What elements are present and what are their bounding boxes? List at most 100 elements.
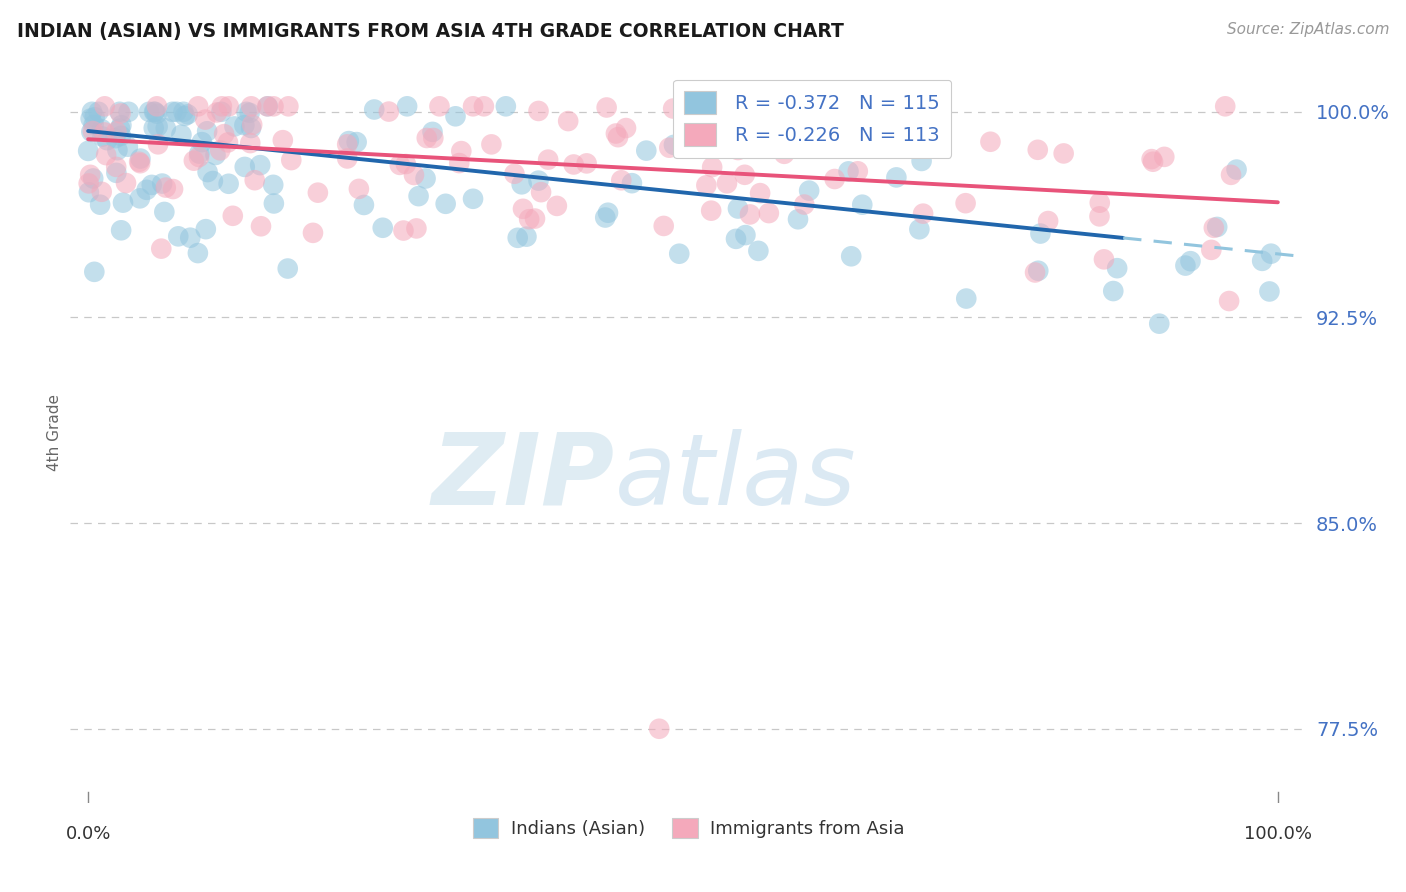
Point (662, 102, 685, 116)
Point (727, 202, 749, 216)
Point (107, 143, 129, 157)
Point (1251, 253, 1274, 268)
Point (422, 125, 444, 139)
Point (82, 124, 104, 138)
Point (141, 178, 163, 192)
Text: 100.0%: 100.0% (1244, 825, 1312, 843)
Point (472, 99, 495, 113)
Point (224, 120, 246, 134)
Point (461, 99, 484, 113)
Point (205, 105, 228, 120)
Point (80, 104, 103, 119)
Point (450, 144, 472, 158)
Point (846, 164, 869, 178)
Point (610, 173, 633, 187)
Point (209, 144, 232, 158)
Point (110, 118, 132, 132)
Point (481, 137, 503, 152)
Point (530, 185, 553, 199)
Y-axis label: 4th Grade: 4th Grade (46, 394, 62, 471)
Point (177, 107, 200, 121)
Point (495, 99, 517, 113)
Point (371, 220, 394, 235)
Point (524, 211, 547, 226)
Point (146, 99, 169, 113)
Point (716, 177, 738, 191)
Point (172, 104, 194, 119)
Point (595, 101, 617, 115)
Point (271, 133, 294, 147)
Point (135, 183, 157, 197)
Point (1142, 154, 1164, 169)
Point (146, 137, 169, 152)
Point (758, 206, 780, 220)
Point (117, 139, 139, 153)
Point (105, 125, 128, 139)
Point (910, 153, 932, 168)
Point (104, 131, 127, 145)
Point (749, 186, 772, 201)
Point (839, 249, 862, 263)
Point (201, 174, 224, 188)
Point (415, 171, 437, 186)
Point (851, 197, 873, 211)
Point (87, 104, 110, 119)
Point (173, 109, 195, 123)
Point (434, 196, 457, 211)
Point (117, 104, 139, 119)
Point (194, 112, 217, 127)
Point (388, 158, 411, 172)
Point (1220, 168, 1243, 182)
Point (396, 99, 419, 113)
Point (89, 197, 111, 211)
Point (250, 219, 273, 234)
Point (444, 109, 467, 123)
Point (593, 211, 616, 225)
Point (115, 176, 138, 190)
Point (93, 126, 115, 140)
Point (233, 118, 256, 132)
Point (96, 148, 118, 162)
Point (652, 219, 675, 233)
Point (700, 203, 723, 218)
Point (262, 178, 284, 192)
Point (1024, 265, 1046, 279)
Point (93, 99, 115, 113)
Point (402, 168, 425, 182)
Point (142, 121, 165, 136)
Point (90, 185, 112, 199)
Point (155, 180, 177, 194)
Point (256, 99, 278, 113)
Point (191, 135, 214, 149)
Point (461, 192, 484, 206)
Point (217, 136, 239, 150)
Point (129, 156, 152, 170)
Point (416, 131, 439, 145)
Point (797, 184, 820, 198)
Point (218, 177, 240, 191)
Point (280, 153, 302, 167)
Point (256, 99, 278, 113)
Point (187, 246, 209, 260)
Point (212, 127, 235, 141)
Point (955, 292, 977, 306)
Point (1102, 284, 1125, 298)
Point (1201, 243, 1223, 257)
Point (537, 153, 560, 167)
Point (150, 177, 173, 191)
Point (277, 99, 299, 113)
Point (1092, 252, 1115, 267)
Point (243, 173, 266, 187)
Point (240, 121, 263, 136)
Point (912, 207, 935, 221)
Point (787, 212, 810, 227)
Point (187, 99, 209, 113)
Point (620, 176, 643, 190)
Point (724, 232, 747, 246)
Point (1036, 214, 1059, 228)
Point (108, 121, 131, 136)
Point (91, 129, 114, 144)
Point (1206, 219, 1229, 234)
Point (1180, 254, 1202, 268)
Point (162, 104, 184, 119)
